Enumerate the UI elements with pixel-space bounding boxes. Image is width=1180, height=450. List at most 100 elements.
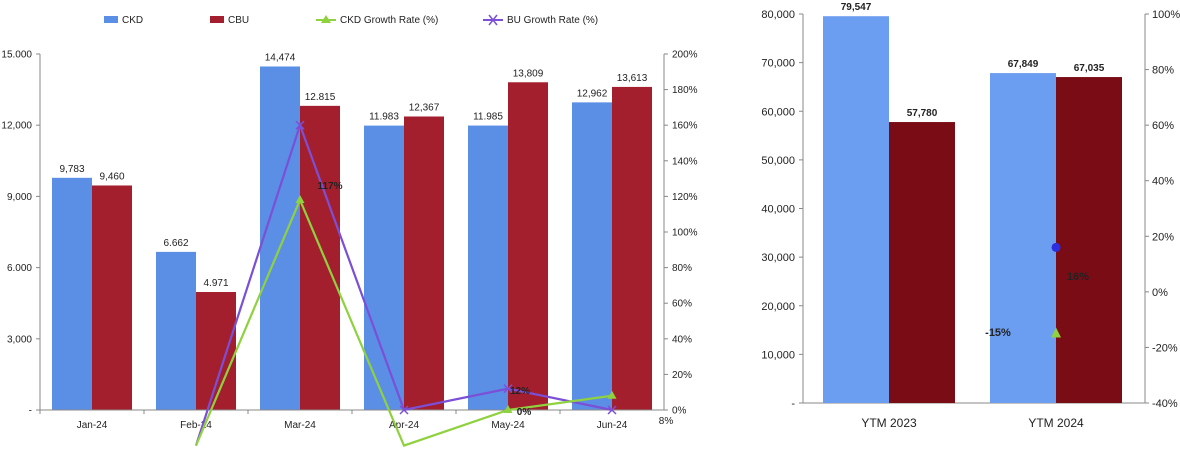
bar-cbu: [404, 116, 444, 410]
bar-label-cbu: 13,809: [513, 68, 544, 79]
bar-ckd: [156, 251, 196, 410]
ytm-x-tick-label: YTM 2024: [1028, 416, 1084, 430]
bar-label-cbu: 12.815: [305, 92, 336, 103]
ytm-y-right-tick-label: 0%: [1152, 287, 1168, 299]
y-right-tick-label: 80%: [672, 263, 692, 274]
bar-cbu: [612, 86, 652, 410]
legend-ckd-growth-marker: [321, 15, 331, 23]
label-ckd-growth-may: 0%: [517, 407, 532, 418]
bar-cbu: [300, 105, 340, 410]
legend: CKD CBU CKD Growth Rate (%) BU Growth Rate …: [104, 14, 598, 26]
point-cbu-growth: [503, 384, 513, 394]
ytm-y-left-tick-label: 50,000: [761, 155, 795, 167]
ytm-bar-cbu: [889, 122, 955, 404]
ytm-y-right-tick-label: 80%: [1152, 65, 1174, 77]
point-cbu-growth: [295, 120, 305, 130]
bar-label-ckd: 14,474: [265, 52, 296, 63]
bar-label-ckd: 11.983: [369, 112, 399, 123]
ytm-y-right-tick-label: 100%: [1152, 9, 1180, 21]
ytm-y-left-tick-label: 10,000: [761, 349, 795, 361]
point-ckd-growth: [295, 194, 305, 203]
y-left-tick-label: 3,000: [7, 334, 32, 345]
point-ckd-growth: [607, 390, 617, 399]
y-left-tick-label: 6.000: [7, 263, 32, 274]
label-cbu-growth-may: 12%: [510, 386, 530, 397]
ytm-bar-label-cbu: 67,035: [1074, 63, 1105, 74]
legend-cbu-growth-label: BU Growth Rate (%): [507, 15, 598, 26]
point-cbu-growth: [399, 405, 409, 415]
bar-label-cbu: 13,613: [617, 73, 648, 84]
x-tick-label: May-24: [491, 420, 525, 431]
y-left-tick-label: -: [29, 406, 32, 417]
ytm-bar-label-cbu: 57,780: [907, 108, 938, 119]
y-right-tick-label: 200%: [672, 50, 698, 61]
y-right-tick-label: 20%: [672, 370, 692, 381]
bar-label-cbu: 4.971: [203, 278, 228, 289]
ytm-y-left-tick-label: 70,000: [761, 58, 795, 70]
y-right-tick-label: 60%: [672, 299, 692, 310]
ytm-y-right-tick-label: 20%: [1152, 231, 1174, 243]
x-tick-label: Jun-24: [597, 420, 628, 431]
ytm-bar-ckd: [990, 73, 1056, 404]
ytm-y-left-tick-label: 20,000: [761, 301, 795, 313]
ytm-point-cbu-growth: [1051, 242, 1061, 252]
ytm-label-ckd-growth: -15%: [985, 327, 1011, 339]
y-right-tick-label: 180%: [672, 85, 698, 96]
bar-ckd: [52, 177, 92, 410]
bar-label-cbu: 12,367: [409, 102, 440, 113]
monthly-chart: - 3,000 6.000 9,000 12,000 15.000 0% 20% 40% 60% 8…: [1, 50, 698, 447]
ytm-point-ckd-growth: [1051, 327, 1061, 338]
ytm-y-right-tick-label: -40%: [1152, 398, 1178, 410]
bar-ckd: [364, 125, 404, 411]
ytm-y-right-tick-label: 40%: [1152, 176, 1174, 188]
y-left-tick-label: 9,000: [7, 192, 32, 203]
ytm-y-left-tick-label: 30,000: [761, 252, 795, 264]
x-tick-label: Apr-24: [389, 420, 419, 431]
legend-cbu-swatch: [210, 16, 224, 23]
bar-label-cbu: 9,460: [99, 171, 124, 182]
y-left-tick-label: 12,000: [1, 121, 32, 132]
x-tick-label: Feb-24: [180, 420, 212, 431]
bar-label-ckd: 11.985: [473, 112, 503, 123]
bar-ckd: [572, 102, 612, 410]
point-ckd-growth: [503, 405, 513, 413]
legend-ckd-growth-label: CKD Growth Rate (%): [340, 15, 438, 26]
ytm-bar-cbu: [1056, 77, 1122, 404]
bar-label-ckd: 12,962: [577, 88, 608, 99]
bar-ckd: [468, 125, 508, 410]
bar-label-ckd: 9,783: [59, 164, 84, 175]
y-right-tick-label: 0%: [672, 406, 687, 417]
bar-cbu: [196, 292, 236, 410]
x-tick-label: Mar-24: [284, 420, 316, 431]
bar-cbu: [92, 185, 132, 410]
ytm-y-right-tick-label: 60%: [1152, 120, 1174, 132]
bar-label-ckd: 6.662: [163, 238, 188, 249]
bar-ckd: [260, 66, 300, 410]
label-cbu-growth-mar: 117%: [317, 181, 342, 192]
ytm-y-left-tick-label: 40,000: [761, 204, 795, 216]
ytm-y-left-tick-label: 80,000: [761, 9, 795, 21]
bar-cbu: [508, 82, 548, 410]
ytm-bar-label-ckd: 79,547: [841, 2, 872, 13]
legend-ckd-label: CKD: [122, 15, 143, 26]
y-right-tick-label: 160%: [672, 121, 698, 132]
ytm-chart: - 10,000 20,000 30,000 40,000 50,000 60,000 70,…: [761, 2, 1180, 430]
legend-cbu-growth-marker: [488, 14, 498, 26]
y-right-tick-label: 40%: [672, 334, 692, 345]
ytm-y-left-tick-label: 60,000: [761, 106, 795, 118]
line-ckd-growth: [194, 197, 613, 447]
legend-ckd-swatch: [104, 16, 118, 23]
x-tick-label: Jan-24: [77, 420, 108, 431]
ytm-label-cbu-growth: 16%: [1067, 271, 1089, 283]
y-left-tick-label: 15.000: [1, 50, 32, 61]
ytm-bar-ckd: [823, 16, 889, 404]
y-right-tick-label: 100%: [672, 228, 698, 239]
ytm-x-tick-label: YTM 2023: [861, 416, 917, 430]
point-cbu-growth: [607, 405, 617, 415]
ytm-y-left-tick-label: -: [791, 398, 795, 410]
legend-cbu-label: CBU: [228, 15, 249, 26]
ytm-y-right-tick-label: -20%: [1152, 342, 1178, 354]
y-right-tick-label: 140%: [672, 156, 698, 167]
label-ckd-growth-jun: 8%: [659, 416, 674, 427]
